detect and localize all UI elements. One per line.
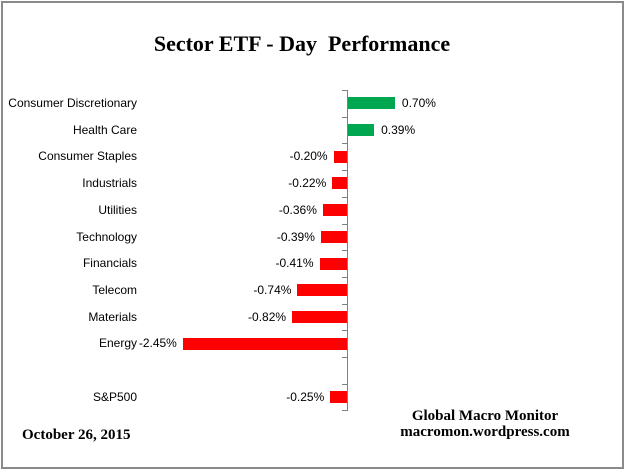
category-label: Consumer Discretionary [8, 96, 137, 110]
bar-Telecom [297, 284, 347, 297]
footer-date: October 26, 2015 [22, 427, 131, 443]
axis-tick [342, 90, 347, 91]
axis-tick [342, 357, 347, 358]
value-label: 0.39% [381, 122, 416, 137]
category-label: Consumer Staples [38, 149, 137, 164]
bar-S&P500 [330, 391, 347, 404]
value-label: -0.41% [275, 256, 314, 271]
axis-tick [342, 276, 347, 278]
value-label: -0.39% [276, 229, 315, 244]
value-label: -2.45% [138, 336, 177, 351]
category-label: Telecom [92, 282, 137, 297]
value-label: 0.70% [401, 96, 436, 110]
credit-line-2: macromon.wordpress.com [400, 424, 570, 440]
value-label: -0.36% [278, 202, 317, 217]
bar-Health Care [348, 124, 375, 137]
credit-line-1: Global Macro Monitor [411, 408, 559, 424]
bar-Consumer Staples [333, 150, 347, 163]
axis-tick [342, 410, 347, 412]
axis-tick [342, 143, 347, 145]
value-label: -0.82% [248, 309, 287, 324]
axis-tick [342, 196, 347, 198]
category-label: Technology [76, 229, 137, 244]
category-label: Financials [82, 256, 137, 271]
bar-Energy [182, 337, 347, 350]
bar-Materials [292, 310, 347, 323]
bar-Utilities [322, 204, 347, 217]
category-axis [347, 90, 348, 412]
value-label: -0.22% [288, 176, 327, 191]
axis-tick [342, 116, 347, 118]
bar-Industrials [332, 177, 347, 190]
axis-tick [342, 303, 347, 305]
value-label: -0.20% [289, 149, 328, 164]
category-label: Health Care [72, 122, 137, 137]
bar-Financials [319, 257, 347, 270]
value-label: -0.25% [286, 389, 325, 404]
axis-tick [342, 170, 347, 172]
category-label: Utilities [98, 202, 137, 217]
category-label: Energy [98, 336, 137, 351]
axis-tick [342, 250, 347, 252]
category-label: Materials [88, 309, 137, 324]
category-label: S&P500 [92, 389, 137, 404]
value-label: -0.74% [253, 282, 292, 297]
chart-title: Sector ETF - Day Performance [153, 31, 451, 56]
category-label: Industrials [82, 176, 137, 191]
axis-tick [342, 330, 347, 332]
footer-credit: Global Macro Monitor macromon.wordpress.… [369, 408, 601, 440]
bar-Consumer Discretionary [348, 97, 395, 110]
bar-Technology [320, 230, 347, 243]
axis-tick [342, 223, 347, 225]
axis-tick [342, 383, 347, 385]
